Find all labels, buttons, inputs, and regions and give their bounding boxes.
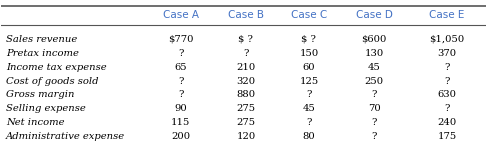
Text: Gross margin: Gross margin [6,90,75,100]
Text: Case E: Case E [429,10,465,20]
Text: Case C: Case C [291,10,327,20]
Text: 150: 150 [299,49,318,58]
Text: $770: $770 [168,35,193,44]
Text: $600: $600 [361,35,387,44]
Text: ?: ? [372,118,377,127]
Text: ?: ? [444,77,450,86]
Text: 70: 70 [368,104,381,113]
Text: Income tax expense: Income tax expense [6,63,107,72]
Text: Case A: Case A [163,10,199,20]
Text: 90: 90 [174,104,187,113]
Text: ?: ? [178,90,183,100]
Text: Administrative expense: Administrative expense [6,132,125,141]
Text: 630: 630 [437,90,456,100]
Text: 250: 250 [365,77,384,86]
Text: Selling expense: Selling expense [6,104,86,113]
Text: Net income: Net income [6,118,65,127]
Text: Case B: Case B [228,10,264,20]
Text: Case D: Case D [356,10,393,20]
Text: 880: 880 [236,90,256,100]
Text: Cost of goods sold: Cost of goods sold [6,77,99,86]
Text: 130: 130 [365,49,384,58]
Text: 370: 370 [437,49,456,58]
Text: $ ?: $ ? [239,35,253,44]
Text: 45: 45 [302,104,315,113]
Text: 120: 120 [236,132,256,141]
Text: Pretax income: Pretax income [6,49,79,58]
Text: ?: ? [243,49,248,58]
Text: 45: 45 [368,63,381,72]
Text: ?: ? [444,63,450,72]
Text: 125: 125 [299,77,318,86]
Text: 320: 320 [236,77,256,86]
Text: ?: ? [178,77,183,86]
Text: ?: ? [444,104,450,113]
Text: 115: 115 [171,118,190,127]
Text: 80: 80 [302,132,315,141]
Text: 200: 200 [171,132,190,141]
Text: 240: 240 [437,118,456,127]
Text: ?: ? [372,132,377,141]
Text: 275: 275 [236,118,256,127]
Text: 65: 65 [174,63,187,72]
Text: 175: 175 [437,132,456,141]
Text: ?: ? [306,90,312,100]
Text: ?: ? [178,49,183,58]
Text: $1,050: $1,050 [429,35,465,44]
Text: 275: 275 [236,104,256,113]
Text: 210: 210 [236,63,256,72]
Text: ?: ? [372,90,377,100]
Text: 60: 60 [302,63,315,72]
Text: Sales revenue: Sales revenue [6,35,77,44]
Text: $ ?: $ ? [301,35,317,44]
Text: ?: ? [306,118,312,127]
